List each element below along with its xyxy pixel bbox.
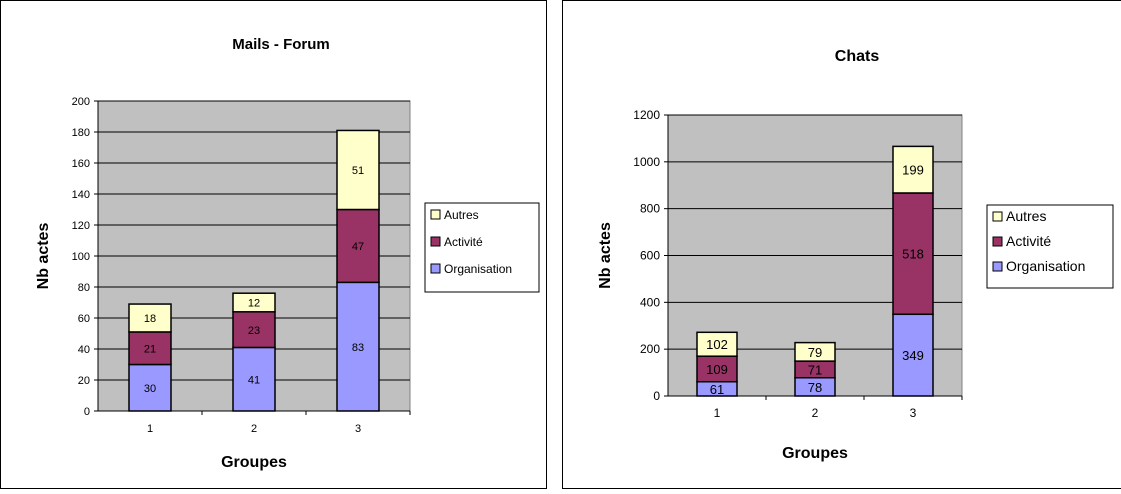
chart-mails-forum: Mails - Forum 0 20 40 60 80 100 120 140 160 180 200…	[0, 0, 547, 489]
y-tick-label: 400	[640, 295, 660, 309]
y-tick-label: 40	[78, 344, 90, 356]
bar-segment	[892, 313, 934, 397]
data-label: 18	[144, 313, 156, 325]
bar-segment	[128, 363, 172, 412]
bar-segment	[794, 341, 836, 362]
legend-swatch	[430, 263, 441, 274]
legend-swatch	[430, 236, 441, 247]
data-label: 23	[248, 325, 260, 337]
data-label: 47	[352, 241, 364, 253]
bar-segment	[128, 303, 172, 333]
x-axis-label: Groupes	[221, 454, 287, 471]
legend-swatch	[992, 236, 1003, 247]
data-label: 21	[144, 343, 156, 355]
data-label: 79	[808, 345, 822, 360]
bar-segment	[232, 346, 276, 412]
data-label: 30	[144, 383, 156, 395]
y-tick-label: 60	[78, 313, 90, 325]
data-label: 83	[352, 342, 364, 354]
data-label: 41	[248, 374, 260, 386]
legend-label: Organisation	[444, 262, 512, 276]
data-label: 199	[902, 163, 924, 178]
bar-segment	[336, 281, 380, 412]
legend-label: Autres	[1006, 208, 1046, 224]
data-label: 78	[808, 380, 822, 395]
legend-box	[986, 204, 1114, 289]
x-tick-label: 1	[714, 406, 721, 420]
chart-svg: Chats 0 200 400 600 800 1000 1200 1 61 109 102 2 78 71…	[597, 48, 1114, 462]
y-tick-label: 1000	[633, 155, 660, 169]
x-tick-label: 2	[251, 423, 257, 435]
legend-label: Organisation	[1006, 258, 1085, 274]
y-tick-label: 140	[72, 189, 90, 201]
bar-segment	[232, 292, 276, 313]
y-axis-label: Nb actes	[597, 222, 614, 289]
y-tick-label: 20	[78, 375, 90, 387]
legend-swatch	[992, 211, 1003, 222]
chart-title: Mails - Forum	[232, 36, 330, 53]
data-label: 102	[706, 337, 728, 352]
y-tick-label: 600	[640, 249, 660, 263]
legend-box	[424, 202, 540, 293]
y-tick-label: 100	[72, 251, 90, 263]
bar-segment	[892, 192, 934, 316]
data-label: 109	[706, 362, 728, 377]
x-tick-label: 2	[812, 406, 819, 420]
chart-chats: Chats 0 200 400 600 800 1000 1200 1 61 109 102 2 78 71…	[562, 0, 1121, 489]
x-tick-label: 1	[147, 423, 153, 435]
legend-swatch	[992, 261, 1003, 272]
y-tick-label: 1200	[633, 108, 660, 122]
y-tick-label: 80	[78, 282, 90, 294]
legend-label: Activité	[1006, 233, 1051, 249]
bar-segment	[892, 145, 934, 194]
y-tick-label: 0	[84, 406, 90, 418]
data-label: 51	[352, 165, 364, 177]
y-tick-label: 200	[640, 342, 660, 356]
data-label: 518	[902, 247, 924, 262]
bar-segment	[696, 355, 738, 383]
y-tick-label: 120	[72, 220, 90, 232]
legend-swatch	[430, 209, 441, 220]
y-tick-label: 0	[653, 389, 660, 403]
legend-label: Autres	[444, 208, 479, 222]
bar-segment	[336, 129, 380, 211]
legend-label: Activité	[444, 235, 483, 249]
data-label: 12	[248, 298, 260, 310]
y-tick-label: 800	[640, 202, 660, 216]
chart-title: Chats	[835, 48, 880, 65]
x-tick-label: 3	[355, 423, 361, 435]
y-tick-label: 180	[72, 127, 90, 139]
data-label: 71	[808, 362, 822, 377]
y-axis-label: Nb actes	[35, 223, 52, 290]
x-axis-label: Groupes	[782, 445, 848, 462]
chart-svg: Mails - Forum 0 20 40 60 80 100 120 140 160 180 200…	[35, 36, 540, 471]
y-tick-label: 160	[72, 158, 90, 170]
bar-segment	[696, 331, 738, 357]
data-label: 61	[710, 382, 724, 397]
x-tick-label: 3	[910, 406, 917, 420]
y-tick-label: 200	[72, 96, 90, 108]
data-label: 349	[902, 348, 924, 363]
